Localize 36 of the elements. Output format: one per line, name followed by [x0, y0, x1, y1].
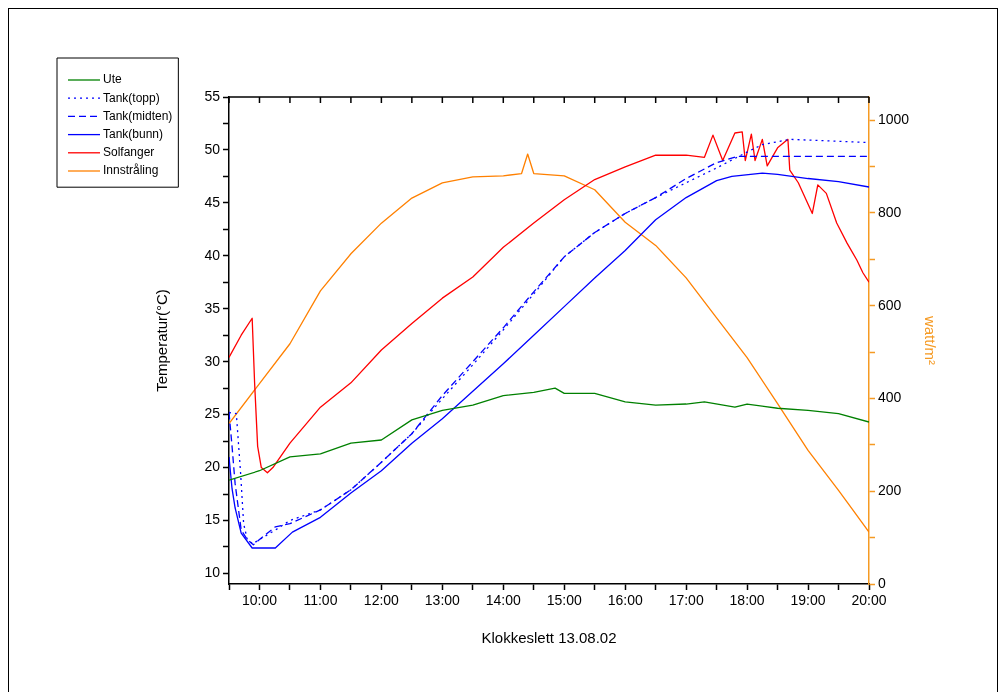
x-tick-label: 13:00: [424, 592, 461, 609]
legend-label: Tank(bunn): [103, 126, 164, 141]
y2-tick-label: 800: [878, 203, 902, 220]
x-tick-label: 15:00: [546, 592, 582, 609]
y-axis-title: Temperatur(°C): [153, 289, 171, 392]
x-tick-label: 11:00: [303, 592, 338, 609]
y2-tick-label: 1000: [878, 111, 910, 128]
x-tick-label: 10:00: [241, 592, 278, 609]
legend-label: Innstråling: [103, 163, 159, 178]
x-tick-label: 19:00: [790, 592, 826, 609]
y-tick-label: 25: [204, 405, 221, 422]
y2-tick-label: 400: [878, 389, 902, 406]
legend-label: Tank(midten): [103, 108, 173, 123]
x-tick-label: 20:00: [851, 592, 887, 609]
y2-axis-title: watt/m²: [921, 314, 939, 366]
y-tick-label: 20: [204, 458, 221, 475]
legend-label: Solfanger: [103, 145, 155, 160]
y-tick-label: 40: [204, 246, 221, 263]
y-tick-label: 10: [204, 564, 221, 581]
y2-tick-label: 0: [878, 574, 886, 591]
y-tick-label: 15: [204, 511, 221, 528]
y-tick-label: 55: [204, 87, 221, 104]
y-tick-label: 30: [204, 352, 221, 369]
y-tick-label: 50: [204, 140, 221, 157]
x-tick-label: 12:00: [363, 592, 400, 609]
y2-tick-label: 600: [878, 296, 902, 313]
y-tick-label: 35: [204, 299, 221, 316]
legend-label: Tank(topp): [103, 90, 160, 105]
x-tick-label: 14:00: [485, 592, 522, 609]
x-tick-label: 18:00: [729, 592, 765, 609]
x-tick-label: 17:00: [668, 592, 704, 609]
y2-tick-label: 200: [878, 482, 902, 499]
y-tick-label: 45: [204, 193, 221, 210]
legend-label: Ute: [103, 72, 122, 87]
x-axis-title: Klokkeslett 13.08.02: [481, 629, 617, 647]
x-tick-label: 16:00: [607, 592, 643, 609]
